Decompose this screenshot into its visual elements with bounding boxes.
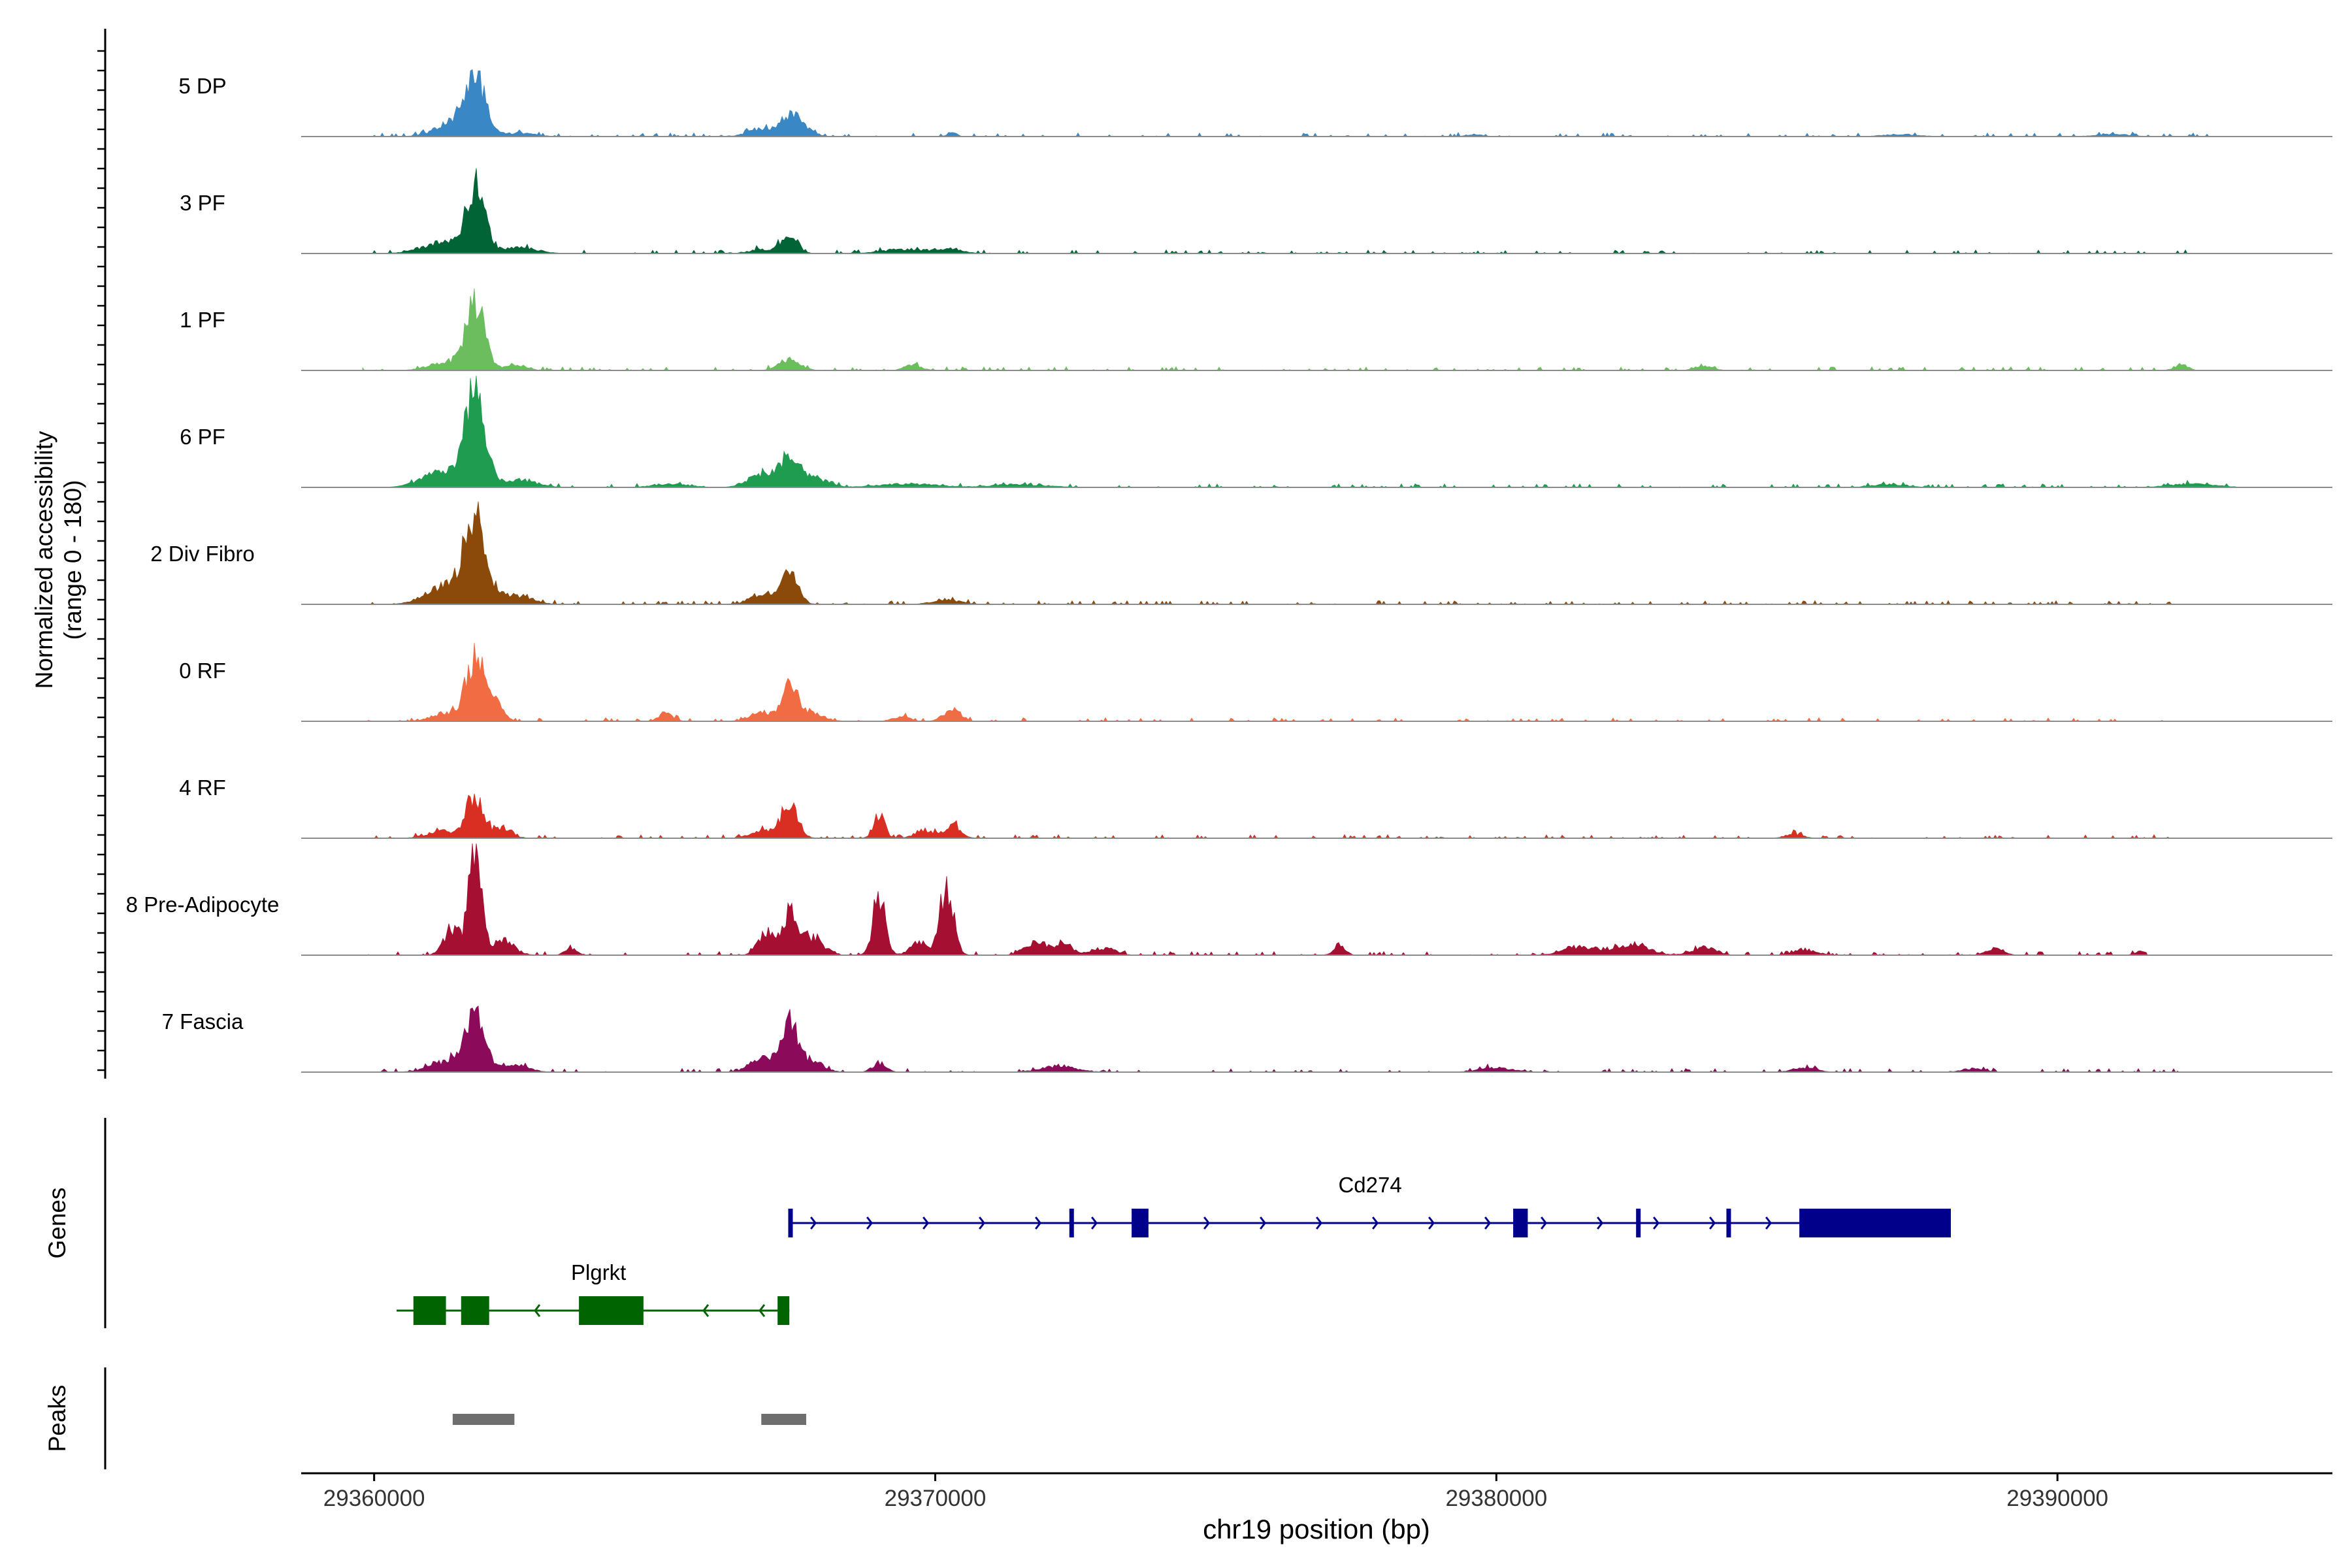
strand-chevron: [866, 1217, 874, 1230]
gene-exon: [1636, 1209, 1641, 1237]
coverage-track: 3 PF: [180, 168, 2332, 254]
strand-chevron: [534, 1304, 541, 1317]
coverage-tracks: 5 DP 3 PF 1 PF 6 PF 2 Div Fibro 0 RF 4 RF 8 Pre…: [126, 69, 2332, 1073]
gene-exon: [579, 1296, 644, 1325]
coverage-area: [362, 288, 2209, 371]
gene-exon: [777, 1296, 790, 1325]
gene-model: Cd274: [788, 1173, 1951, 1237]
peak-region-bar: [452, 1414, 515, 1425]
coverage-track: 8 Pre-Adipocyte: [126, 843, 2332, 956]
coverage-area: [363, 168, 2209, 254]
gene-name-label: Cd274: [1338, 1173, 1401, 1197]
gene-model: Plgrkt: [397, 1260, 790, 1325]
track-label: 4 RF: [179, 776, 226, 800]
coverage-area: [363, 501, 2181, 605]
coverage-area: [363, 1005, 2181, 1073]
x-axis-tick-label: 29360000: [323, 1486, 425, 1511]
genes-panel-title: Genes: [44, 1187, 71, 1258]
gene-exon: [1069, 1209, 1074, 1237]
gene-exon: [461, 1296, 489, 1325]
strand-chevron: [1484, 1217, 1492, 1230]
gene-exon: [413, 1296, 446, 1325]
track-label: 8 Pre-Adipocyte: [126, 892, 280, 917]
strand-chevron: [702, 1304, 710, 1317]
coverage-track: 2 Div Fibro: [150, 501, 2332, 605]
track-label: 1 PF: [180, 308, 225, 332]
strand-chevron: [1091, 1217, 1098, 1230]
coverage-y-axis-subtitle: (range 0 - 180): [59, 480, 86, 640]
coverage-track: 0 RF: [179, 642, 2332, 722]
coverage-y-axis-ticks: [97, 50, 105, 1071]
x-axis-tick-label: 29380000: [1445, 1486, 1547, 1511]
x-axis-ticks: 29360000 29370000 29380000 29390000: [323, 1473, 2108, 1511]
strand-chevron: [923, 1217, 930, 1230]
gene-exon: [1726, 1209, 1731, 1237]
gene-exon: [1132, 1209, 1149, 1237]
peak-region-bar: [761, 1414, 806, 1425]
track-label: 6 PF: [180, 425, 225, 449]
coverage-area: [363, 69, 2210, 137]
coverage-track: 4 RF: [179, 776, 2332, 839]
strand-chevron: [759, 1304, 766, 1317]
coverage-area: [363, 793, 2181, 839]
gene-exon: [788, 1209, 793, 1237]
peak-regions: [452, 1414, 806, 1425]
peaks-panel-title: Peaks: [44, 1385, 71, 1452]
coverage-area: [363, 375, 2238, 488]
track-label: 2 Div Fibro: [150, 542, 255, 566]
strand-chevron: [1035, 1217, 1042, 1230]
strand-chevron: [979, 1217, 986, 1230]
coverage-track: 6 PF: [180, 375, 2332, 488]
track-label: 3 PF: [180, 191, 225, 215]
strand-chevron: [1260, 1217, 1267, 1230]
strand-chevron: [1597, 1217, 1604, 1230]
x-axis-title: chr19 position (bp): [1203, 1514, 1430, 1544]
coverage-track: 5 DP: [178, 69, 2332, 137]
gene-annotations: Cd274 Plgrkt: [397, 1173, 1951, 1325]
strand-chevron: [1372, 1217, 1379, 1230]
gene-exon: [1513, 1209, 1528, 1237]
strand-chevron: [1765, 1217, 1772, 1230]
coverage-track: 1 PF: [180, 288, 2332, 371]
strand-chevron: [1541, 1217, 1548, 1230]
coverage-area: [363, 642, 2181, 722]
track-label: 5 DP: [178, 74, 226, 98]
gene-name-label: Plgrkt: [571, 1260, 626, 1284]
coverage-track: 7 Fascia: [162, 1005, 2332, 1073]
x-axis-tick-label: 29390000: [2006, 1486, 2108, 1511]
strand-chevron: [810, 1217, 817, 1230]
track-label: 7 Fascia: [162, 1009, 244, 1034]
coverage-area: [363, 843, 2148, 956]
track-label: 0 RF: [179, 659, 226, 683]
coverage-y-axis-title: Normalized accessibility: [31, 431, 57, 689]
strand-chevron: [1203, 1217, 1211, 1230]
strand-chevron: [1709, 1217, 1716, 1230]
gene-exon: [1799, 1209, 1951, 1237]
x-axis-tick-label: 29370000: [885, 1486, 987, 1511]
strand-chevron: [1428, 1217, 1435, 1230]
strand-chevron: [1653, 1217, 1660, 1230]
strand-chevron: [1316, 1217, 1323, 1230]
